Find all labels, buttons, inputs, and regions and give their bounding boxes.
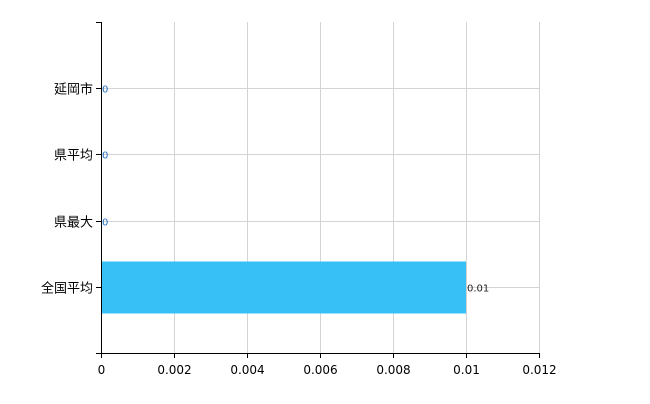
x-tick-label: 0.012 (522, 363, 556, 377)
category-label: 延岡市 (54, 82, 93, 98)
x-tick-label: 0.004 (230, 363, 264, 377)
category-label: 全国平均 (41, 281, 93, 297)
x-tick-label: 0.01 (453, 363, 480, 377)
data-label: 0.01 (467, 284, 489, 295)
x-tick-label: 0.006 (303, 363, 337, 377)
data-label: 0 (102, 85, 108, 96)
x-tick-label: 0 (98, 363, 106, 377)
data-label: 0 (102, 151, 108, 162)
category-label: 県平均 (54, 149, 93, 164)
category-label: 県最大 (54, 216, 93, 231)
data-label: 0 (102, 218, 108, 229)
x-tick-label: 0.002 (157, 363, 191, 377)
bar (101, 261, 466, 314)
x-tick-label: 0.008 (376, 363, 410, 377)
